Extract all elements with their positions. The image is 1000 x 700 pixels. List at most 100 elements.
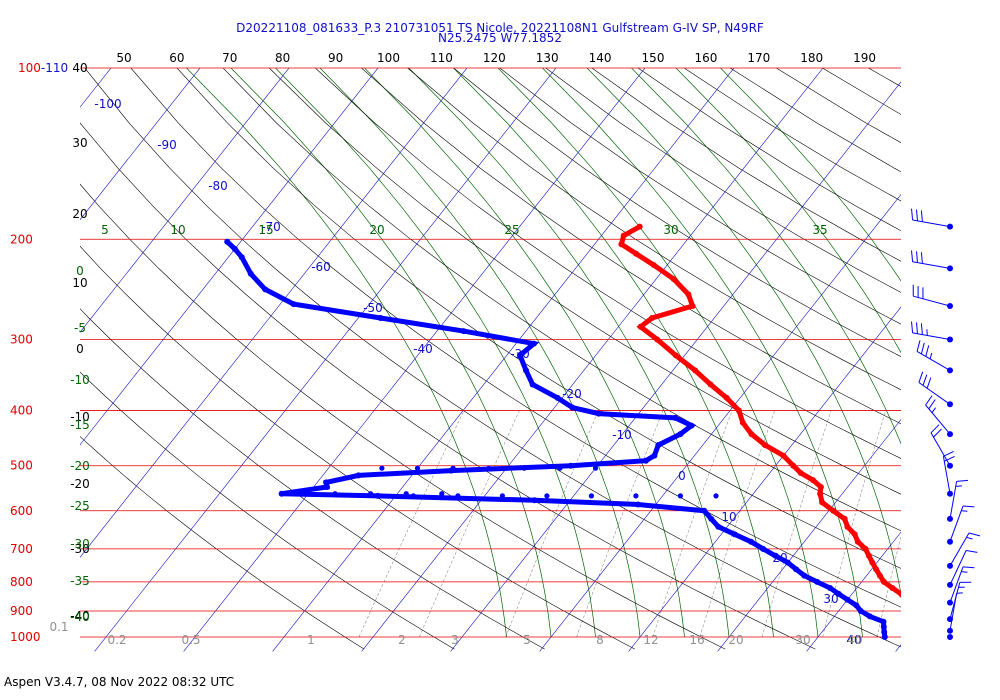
wind-barb-flag xyxy=(911,321,914,333)
pressure-tick-label: 500 xyxy=(10,459,33,473)
temperature-point xyxy=(898,590,901,597)
mixing-ratio-label: 12 xyxy=(643,633,658,647)
temperature-point xyxy=(672,352,679,359)
dewpoint-point xyxy=(323,479,330,486)
wind-barb-staff xyxy=(949,593,958,631)
dewpoint-point xyxy=(499,493,505,499)
wind-barb-flag xyxy=(966,550,978,553)
temperature-point xyxy=(830,507,837,514)
dewpoint-point xyxy=(262,286,269,293)
moist-adiabat-line xyxy=(364,68,685,638)
sounding-profiles xyxy=(224,223,963,640)
pressure-tick-label: 900 xyxy=(10,604,33,618)
moist-adiabat-line xyxy=(408,68,730,638)
dry-adiabat-line xyxy=(80,436,365,650)
dewpoint-point xyxy=(517,352,523,359)
temperature-point xyxy=(780,452,787,459)
left-scale-green-label: -30 xyxy=(70,537,90,551)
wind-barb-flag xyxy=(933,428,942,438)
theta-e-label: 5 xyxy=(101,223,109,237)
theta-e-label: 30 xyxy=(663,223,678,237)
dewpoint-point xyxy=(377,315,384,321)
temperature-point xyxy=(817,490,824,497)
temperature-point xyxy=(907,602,913,608)
temperature-point xyxy=(636,223,643,230)
grid-lines xyxy=(80,55,1000,652)
dry-adiabat-line xyxy=(361,68,901,425)
wind-barb-flag xyxy=(928,399,936,410)
mixing-ratio-label: 16 xyxy=(689,633,704,647)
temperature-point xyxy=(819,499,826,506)
moist-adiabat-line xyxy=(453,68,774,638)
temperature-point xyxy=(692,367,699,374)
wind-barb-flag xyxy=(966,536,973,540)
dry-adiabat-line xyxy=(268,68,901,495)
temperature-point xyxy=(670,276,677,283)
dewpoint-point xyxy=(642,457,649,464)
wind-barb-flag xyxy=(944,455,955,462)
left-scale-black-label: 30 xyxy=(72,136,87,150)
temperature-point xyxy=(689,303,696,309)
wind-barb-flag xyxy=(916,209,918,221)
potential-temp-label: 130 xyxy=(536,51,559,65)
potential-temp-label: 170 xyxy=(747,51,770,65)
dewpoint-point xyxy=(544,493,550,499)
wind-barb-flag xyxy=(920,252,923,264)
dewpoint-point xyxy=(688,422,695,429)
dewpoint-point xyxy=(296,491,302,497)
left-scale-green-label: -15 xyxy=(70,418,90,432)
wind-barb-flag xyxy=(922,374,928,386)
temperature-point xyxy=(862,545,869,552)
mixing-ratio-label: 2 xyxy=(398,633,406,647)
temperature-point xyxy=(633,250,640,257)
isotherm-line xyxy=(985,55,1000,651)
wind-barb-staff xyxy=(949,550,967,586)
dewpoint-point xyxy=(793,566,799,573)
pressure-tick-label: 300 xyxy=(10,332,33,346)
temperature-point xyxy=(707,381,714,388)
mixing-ratio-label: 30 xyxy=(795,633,810,647)
dewpoint-point xyxy=(677,493,684,499)
dewpoint-point xyxy=(403,491,409,497)
wind-barb-flag xyxy=(961,510,968,512)
temperature-point xyxy=(762,442,769,449)
left-scale-green-label: -10 xyxy=(70,373,90,387)
dry-adiabat-line xyxy=(176,68,901,569)
dewpoint-point xyxy=(633,493,639,499)
dewpoint-point xyxy=(410,493,416,499)
moist-adiabat-line xyxy=(230,68,552,638)
dry-adiabat-line xyxy=(80,308,545,650)
moist-adiabat-line xyxy=(675,68,901,354)
pressure-tick-label: 800 xyxy=(10,575,33,589)
wind-barb-staff xyxy=(912,219,951,228)
dewpoint-point xyxy=(529,381,536,388)
wind-barb-staff xyxy=(949,532,970,567)
dry-adiabat-line xyxy=(407,68,901,391)
isotherm-label: 40 xyxy=(846,633,861,647)
left-scale-green-label: -5 xyxy=(74,321,86,335)
temperature-point xyxy=(748,431,755,438)
pressure-tick-label: 400 xyxy=(10,404,33,418)
temperature-profile-line xyxy=(618,224,901,599)
dewpoint-point xyxy=(814,578,821,585)
mixing-ratio-line xyxy=(358,410,465,638)
left-scale-black-label: -40 xyxy=(70,609,90,623)
dry-adiabat-line xyxy=(961,68,1000,649)
wind-barb-base xyxy=(947,634,953,640)
dewpoint-point xyxy=(557,465,563,471)
wind-barb-staff xyxy=(916,350,951,371)
isotherm-label: 30 xyxy=(823,592,838,606)
dry-adiabat-line xyxy=(776,68,901,144)
temperature-point xyxy=(873,566,880,573)
dry-adiabat-line xyxy=(591,68,901,262)
temperature-point xyxy=(618,241,625,248)
dry-adiabat-line xyxy=(84,68,901,648)
theta-e-label: 10 xyxy=(170,223,185,237)
wind-barb-staff xyxy=(913,295,951,307)
pressure-tick-part: 100 xyxy=(18,61,41,75)
dry-adiabat-line xyxy=(80,371,455,650)
temperature-point xyxy=(957,634,963,640)
dewpoint-point xyxy=(588,493,595,499)
potential-temp-label: 60 xyxy=(169,51,184,65)
